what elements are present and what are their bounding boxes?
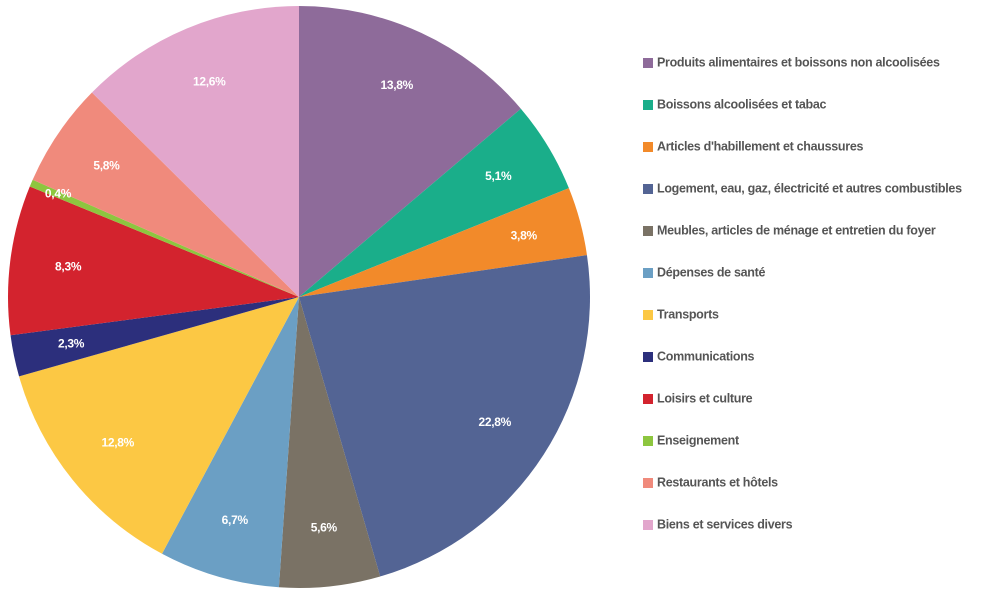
legend-swatch (643, 184, 653, 194)
pie-slice (162, 297, 299, 588)
legend-swatch (643, 268, 653, 278)
value-label: 3,8% (511, 228, 538, 242)
legend-label: Articles d'habillement et chaussures (657, 139, 863, 153)
legend-label: Boissons alcoolisées et tabac (657, 97, 826, 111)
pie-slice (29, 179, 300, 297)
legend-label: Logement, eau, gaz, électricité et autre… (657, 181, 962, 195)
legend-label: Restaurants et hôtels (657, 475, 778, 489)
legend-swatch (643, 520, 653, 530)
pie-slice (32, 92, 299, 297)
legend-label: Biens et services divers (657, 517, 793, 531)
legend-label: Produits alimentaires et boissons non al… (657, 55, 940, 69)
legend-swatch (643, 394, 653, 404)
legend-swatch (643, 226, 653, 236)
value-label: 8,3% (55, 259, 82, 273)
value-label: 6,7% (222, 513, 249, 527)
legend-swatch (643, 100, 653, 110)
legend-label: Enseignement (657, 433, 740, 447)
legend-swatch (643, 478, 653, 488)
value-label: 12,6% (193, 74, 226, 88)
legend-swatch (643, 58, 653, 68)
legend-label: Transports (657, 307, 719, 321)
value-label: 0,4% (45, 187, 72, 201)
pie-slice (91, 6, 299, 297)
legend-label: Meubles, articles de ménage et entretien… (657, 223, 936, 237)
pie-slice (8, 186, 300, 336)
value-label: 5,8% (93, 158, 120, 172)
legend-label: Loisirs et culture (657, 391, 753, 405)
value-label: 12,8% (102, 435, 135, 449)
pie-slice (10, 297, 299, 377)
pie-slice (299, 188, 587, 297)
legend-label: Communications (657, 349, 755, 363)
pie-slice (299, 108, 569, 297)
value-label: 5,1% (485, 169, 512, 183)
legend-swatch (643, 310, 653, 320)
pie-slice (299, 255, 590, 577)
value-label: 2,3% (58, 336, 85, 350)
pie-slice (19, 297, 299, 554)
legend-swatch (643, 352, 653, 362)
value-label: 13,8% (381, 78, 414, 92)
legend-label: Dépenses de santé (657, 265, 765, 279)
value-label: 22,8% (479, 415, 512, 429)
value-label: 5,6% (311, 521, 338, 535)
pie-slice (278, 297, 381, 588)
pie-slice (299, 6, 521, 297)
legend-swatch (643, 436, 653, 446)
legend-swatch (643, 142, 653, 152)
